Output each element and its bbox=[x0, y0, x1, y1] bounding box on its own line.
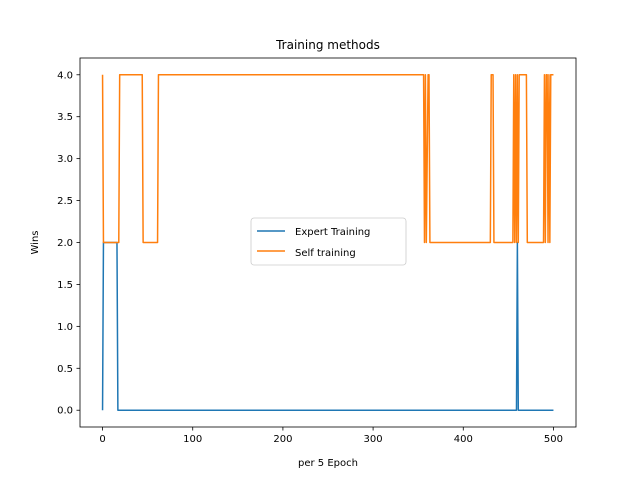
y-tick-label: 2.0 bbox=[57, 238, 73, 249]
y-tick-label: 1.5 bbox=[57, 280, 73, 291]
legend-label-expert-training: Expert Training bbox=[295, 227, 370, 238]
x-axis-label: per 5 Epoch bbox=[298, 458, 358, 469]
y-tick-label: 3.5 bbox=[57, 112, 73, 123]
series-layer bbox=[101, 74, 554, 411]
x-tick-label: 300 bbox=[364, 434, 383, 445]
x-ticks: 0 100 200 300 400 500 bbox=[99, 427, 563, 445]
y-tick-label: 0.5 bbox=[57, 364, 73, 375]
y-tick-label: 0.0 bbox=[57, 406, 73, 417]
x-tick-label: 100 bbox=[183, 434, 202, 445]
x-tick-label: 200 bbox=[273, 434, 292, 445]
series-line-self-training bbox=[101, 74, 554, 244]
legend-label-self-training: Self training bbox=[295, 248, 356, 259]
y-axis-label: Wins bbox=[30, 231, 41, 255]
chart-title: Training methods bbox=[275, 38, 380, 52]
y-ticks: 0.0 0.5 1.0 1.5 2.0 2.5 3.0 3.5 4.0 bbox=[57, 70, 80, 417]
x-tick-label: 400 bbox=[454, 434, 473, 445]
x-tick-label: 0 bbox=[99, 434, 105, 445]
y-tick-label: 4.0 bbox=[57, 70, 73, 81]
y-tick-label: 1.0 bbox=[57, 322, 73, 333]
y-tick-label: 2.5 bbox=[57, 196, 73, 207]
legend: Expert Training Self training bbox=[250, 217, 407, 266]
legend-box bbox=[250, 217, 407, 266]
y-tick-label: 3.0 bbox=[57, 154, 73, 165]
x-tick-label: 500 bbox=[544, 434, 563, 445]
